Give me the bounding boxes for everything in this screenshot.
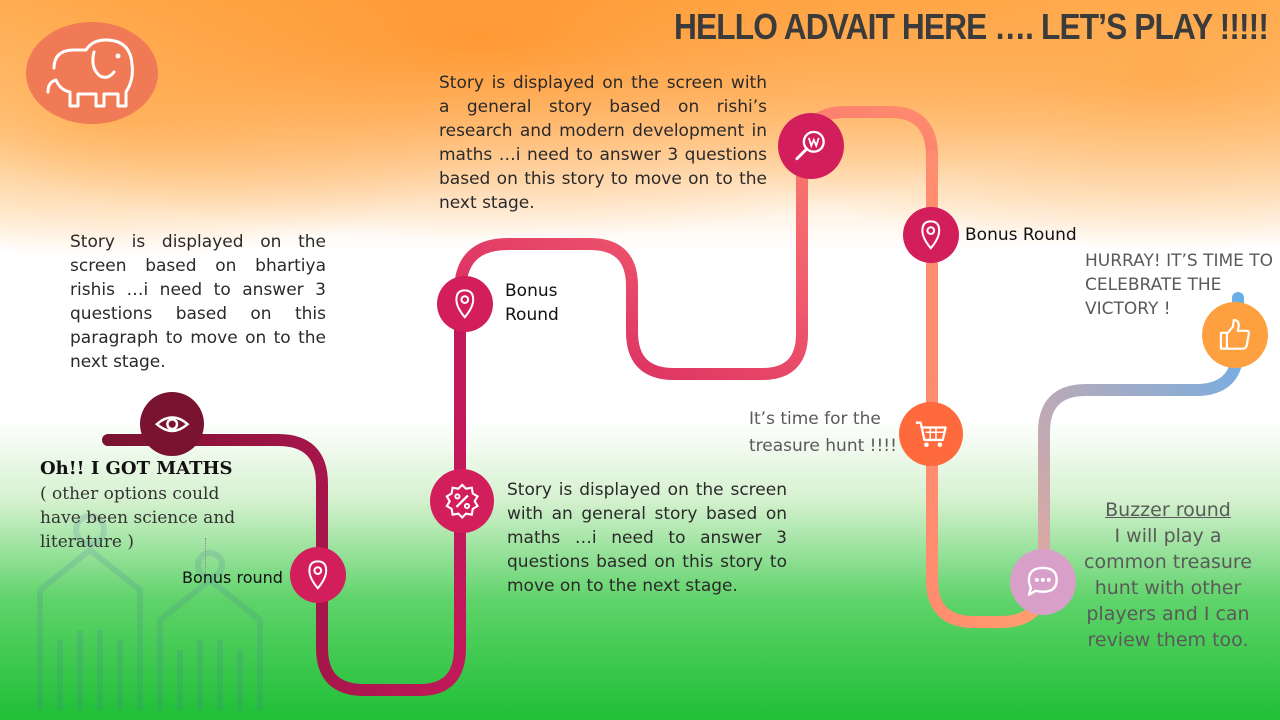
search-word-icon: [795, 130, 826, 161]
choice-note: ( other options could have been science …: [40, 484, 236, 552]
location-pin-icon: [921, 220, 941, 251]
treasure-hunt-label: It’s time for the treasure hunt !!!!: [749, 409, 897, 456]
percent-badge-icon: [445, 483, 479, 519]
research-stage-description: Story is displayed on the screen with a …: [439, 73, 767, 213]
research-stage-node[interactable]: [778, 113, 844, 179]
buzzer-round-node[interactable]: [1010, 549, 1076, 615]
buzzer-round-title: Buzzer round: [1105, 499, 1231, 521]
bonus-round-2-label: Bonus Round: [505, 281, 559, 325]
victory-label: HURRAY! IT’S TIME TO CELEBRATE THE VICTO…: [1085, 251, 1274, 319]
start-stage-description: Story is displayed on the screen based o…: [70, 232, 326, 372]
buzzer-round-description: I will play a common treasure hunt with …: [1084, 525, 1252, 651]
elephant-icon: [46, 38, 134, 108]
maths-stage-node[interactable]: [430, 469, 494, 533]
bonus-round-3-node[interactable]: [903, 207, 959, 263]
bonus-round-3-label: Bonus Round: [965, 225, 1077, 245]
location-pin-icon: [308, 560, 328, 591]
road-segment-1: [102, 286, 466, 696]
chat-bubble-icon: [1027, 566, 1059, 597]
choice-title: Oh!! I GOT MATHS: [40, 458, 233, 479]
shopping-cart-icon: [915, 421, 947, 447]
location-pin-icon: [455, 289, 475, 320]
thumbs-up-icon: [1220, 319, 1251, 350]
bonus-round-1-label: Bonus round: [182, 568, 283, 587]
page-title: HELLO ADVAIT HERE …. LET’S PLAY !!!!!: [673, 6, 1269, 47]
elephant-logo: [26, 22, 158, 124]
bonus-round-2-node[interactable]: [437, 276, 493, 332]
treasure-hunt-node[interactable]: [899, 402, 963, 466]
temple-watermark: [37, 513, 263, 710]
victory-node[interactable]: [1202, 302, 1268, 368]
road-segment-2: [454, 106, 938, 380]
start-node[interactable]: [140, 392, 204, 456]
bonus-round-1-node[interactable]: [290, 547, 346, 603]
maths-stage-description: Story is displayed on the screen with an…: [507, 480, 787, 596]
dotted-connector: [205, 538, 206, 574]
eye-icon: [154, 416, 190, 432]
